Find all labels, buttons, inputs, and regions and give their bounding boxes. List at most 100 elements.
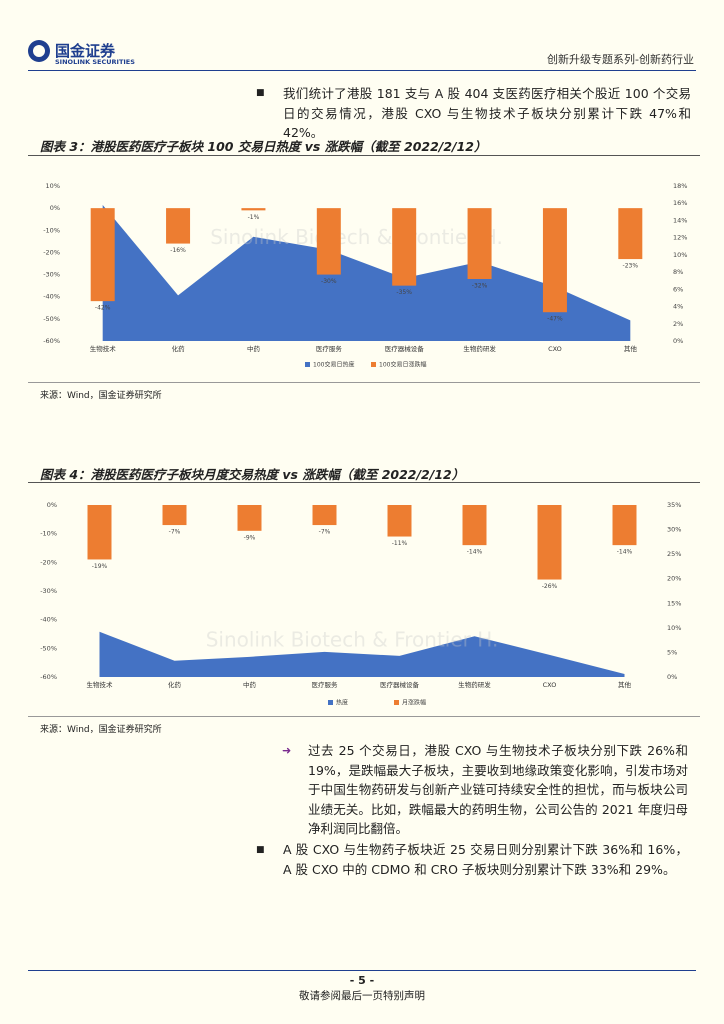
- chart-title: 图表 3：港股医药医疗子板块 100 交易日热度 vs 涨跌幅（截至 2022/…: [40, 139, 487, 154]
- area: [102, 204, 631, 341]
- source: 来源：Wind，国金证券研究所: [40, 391, 162, 401]
- y2-tick-label: 20%: [667, 575, 681, 583]
- footer-note: 敬请参阅最后一页特别声明: [299, 990, 425, 1002]
- bar: [467, 208, 492, 279]
- data-label: -30%: [321, 278, 337, 285]
- y-tick-label: -40%: [43, 293, 60, 301]
- data-label: -19%: [92, 563, 108, 570]
- bar: [618, 208, 643, 260]
- legend-label: 100交易日涨跌幅: [379, 361, 426, 369]
- y2-tick-label: 10%: [667, 624, 681, 632]
- legend-swatch: [305, 362, 310, 367]
- legend-swatch: [394, 700, 399, 705]
- data-label: -16%: [170, 247, 186, 254]
- y-tick-label: -20%: [40, 558, 57, 566]
- data-label: -47%: [547, 316, 563, 323]
- bar: [90, 208, 115, 302]
- source-rule: [28, 716, 700, 717]
- legend-swatch: [371, 362, 376, 367]
- series-title: 创新升级专题系列-创新药行业: [547, 53, 694, 66]
- data-label: -32%: [472, 283, 488, 290]
- data-label: -7%: [169, 529, 181, 536]
- legend-label: 热度: [336, 699, 348, 707]
- paragraph: A 股 CXO 与生物药子板块近 25 交易日则分别累计下跌 36%和 16%，…: [283, 842, 688, 877]
- y-tick-label: -60%: [40, 673, 57, 681]
- x-tick-label: 生物药研发: [458, 680, 491, 689]
- x-tick-label: CXO: [543, 681, 557, 689]
- x-tick-label: 化药: [168, 680, 182, 689]
- y2-tick-label: 30%: [667, 526, 681, 534]
- y-tick-label: -20%: [43, 248, 60, 256]
- bar: [312, 505, 337, 526]
- bar: [241, 208, 266, 211]
- bar: [87, 505, 112, 560]
- legend-swatch: [328, 700, 333, 705]
- legend-label: 月涨跌幅: [402, 699, 426, 707]
- data-label: -23%: [623, 263, 639, 270]
- watermark: Sinolink Biotech & Frontier H.: [210, 225, 503, 249]
- bar: [462, 505, 487, 546]
- x-tick-label: 化药: [172, 344, 186, 353]
- y2-tick-label: 10%: [673, 251, 687, 259]
- data-label: -26%: [542, 583, 558, 590]
- y2-tick-label: 25%: [667, 550, 681, 558]
- y2-tick-label: 15%: [667, 599, 681, 607]
- bar: [316, 208, 341, 275]
- x-tick-label: 医疗器械设备: [385, 344, 425, 353]
- data-label: -7%: [319, 529, 331, 536]
- logo-en: SINOLINK SECURITIES: [55, 58, 135, 66]
- x-tick-label: 生物技术: [90, 344, 117, 353]
- bar: [392, 208, 417, 286]
- title-rule: [28, 155, 700, 156]
- data-label: -42%: [95, 305, 111, 312]
- y-tick-label: -30%: [43, 271, 60, 279]
- bar: [542, 208, 567, 313]
- data-label: -11%: [392, 540, 408, 547]
- bar: [387, 505, 412, 537]
- y-tick-label: 0%: [50, 204, 60, 212]
- y-tick-label: 0%: [47, 501, 57, 509]
- bar: [537, 505, 562, 580]
- y-tick-label: -50%: [40, 644, 57, 652]
- title-rule: [28, 482, 700, 483]
- x-tick-label: 其他: [624, 344, 638, 353]
- data-label: -9%: [244, 534, 256, 541]
- data-label: -14%: [467, 549, 483, 556]
- y2-tick-label: 0%: [667, 673, 677, 681]
- x-tick-label: 中药: [247, 344, 261, 353]
- header-rule: [28, 70, 696, 71]
- paragraph: 我们统计了港股 181 支与 A 股 404 支医药医疗相关个股近 100 个交…: [283, 86, 691, 140]
- paragraph: 过去 25 个交易日，港股 CXO 与生物技术子板块分别下跌 26%和 19%，…: [308, 743, 688, 836]
- watermark: Sinolink Biotech & Frontier H.: [206, 628, 499, 652]
- logo-cn: 国金证券: [55, 42, 116, 60]
- x-tick-label: 医疗服务: [316, 344, 343, 353]
- source-rule: [28, 382, 700, 383]
- y-tick-label: -50%: [43, 315, 60, 323]
- source: 来源：Wind，国金证券研究所: [40, 725, 162, 735]
- chart-title: 图表 4：港股医药医疗子板块月度交易热度 vs 涨跌幅（截至 2022/2/12…: [40, 467, 465, 482]
- bullet-arrow: ➜: [282, 744, 292, 757]
- data-label: -1%: [248, 214, 260, 221]
- y2-tick-label: 18%: [673, 182, 687, 190]
- y2-tick-label: 5%: [667, 648, 677, 656]
- y2-tick-label: 14%: [673, 216, 687, 224]
- area: [99, 631, 625, 677]
- y2-tick-label: 12%: [673, 234, 687, 242]
- x-tick-label: CXO: [548, 345, 562, 353]
- x-tick-label: 生物药研发: [463, 344, 496, 353]
- y2-tick-label: 0%: [673, 337, 683, 345]
- x-tick-label: 医疗服务: [312, 680, 339, 689]
- data-label: -14%: [617, 549, 633, 556]
- footer-rule: [28, 970, 696, 971]
- y-tick-label: -10%: [43, 226, 60, 234]
- data-label: -35%: [396, 289, 412, 296]
- x-tick-label: 其他: [618, 680, 632, 689]
- y-tick-label: -30%: [40, 587, 57, 595]
- bar: [237, 505, 262, 531]
- y-tick-label: -60%: [43, 337, 60, 345]
- y2-tick-label: 16%: [673, 199, 687, 207]
- y-tick-label: -10%: [40, 530, 57, 538]
- y2-tick-label: 6%: [673, 285, 683, 293]
